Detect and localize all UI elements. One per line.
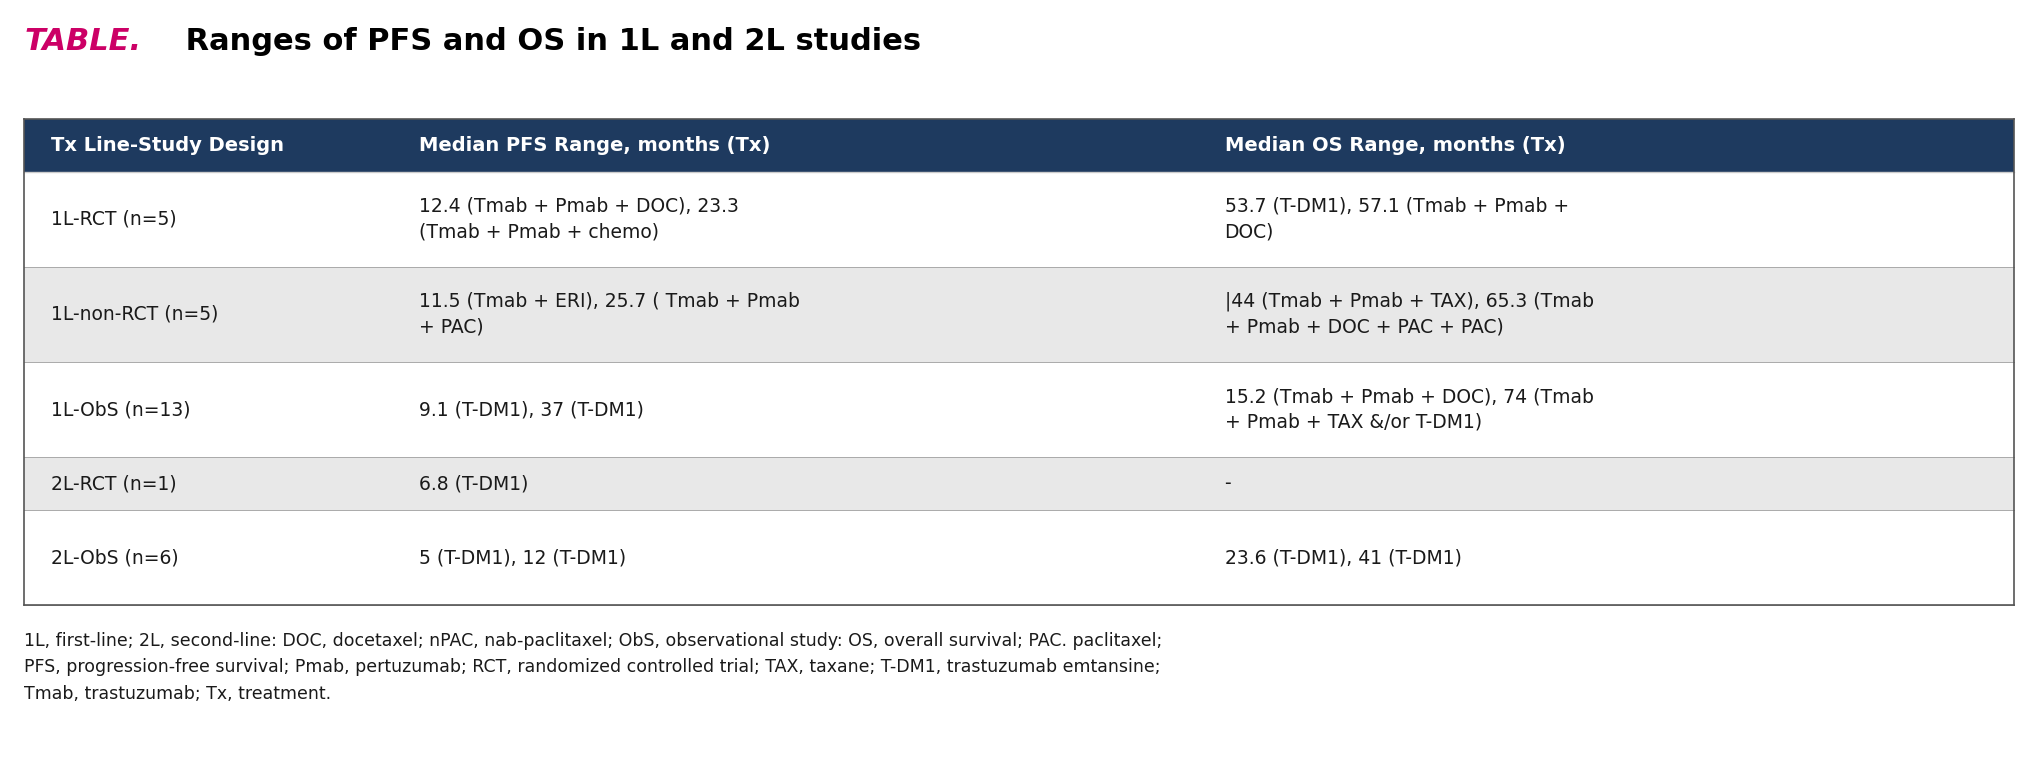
Bar: [1198, 362, 2014, 457]
Text: Median OS Range, months (Tx): Median OS Range, months (Tx): [1225, 136, 1565, 155]
Text: 15.2 (Tmab + Pmab + DOC), 74 (Tmab
+ Pmab + TAX &/or T-DM1): 15.2 (Tmab + Pmab + DOC), 74 (Tmab + Pma…: [1225, 387, 1594, 432]
Text: 1L, first-line; 2L, second-line: DOC, docetaxel; nPAC, nab-paclitaxel; ObS, obse: 1L, first-line; 2L, second-line: DOC, do…: [24, 632, 1164, 702]
Text: 2L-ObS (n=6): 2L-ObS (n=6): [51, 548, 179, 567]
Text: 23.6 (T-DM1), 41 (T-DM1): 23.6 (T-DM1), 41 (T-DM1): [1225, 548, 1461, 567]
Text: 1L-ObS (n=13): 1L-ObS (n=13): [51, 400, 190, 419]
Text: |44 (Tmab + Pmab + TAX), 65.3 (Tmab
+ Pmab + DOC + PAC + PAC): |44 (Tmab + Pmab + TAX), 65.3 (Tmab + Pm…: [1225, 292, 1594, 337]
Text: 1L-non-RCT (n=5): 1L-non-RCT (n=5): [51, 305, 218, 324]
Bar: [24, 510, 393, 605]
Text: 9.1 (T-DM1), 37 (T-DM1): 9.1 (T-DM1), 37 (T-DM1): [420, 400, 644, 419]
Text: 53.7 (T-DM1), 57.1 (Tmab + Pmab +
DOC): 53.7 (T-DM1), 57.1 (Tmab + Pmab + DOC): [1225, 197, 1569, 241]
Bar: [24, 119, 393, 172]
Text: 5 (T-DM1), 12 (T-DM1): 5 (T-DM1), 12 (T-DM1): [420, 548, 626, 567]
Bar: [24, 457, 393, 510]
Bar: [393, 457, 1198, 510]
Bar: [24, 362, 393, 457]
Bar: [1198, 457, 2014, 510]
Text: -: -: [1225, 474, 1231, 493]
Text: 12.4 (Tmab + Pmab + DOC), 23.3
(Tmab + Pmab + chemo): 12.4 (Tmab + Pmab + DOC), 23.3 (Tmab + P…: [420, 197, 740, 241]
Text: Ranges of PFS and OS in 1L and 2L studies: Ranges of PFS and OS in 1L and 2L studie…: [175, 27, 921, 56]
Bar: [393, 267, 1198, 362]
Bar: [1198, 510, 2014, 605]
Bar: [393, 362, 1198, 457]
Bar: [393, 119, 1198, 172]
Bar: [24, 172, 393, 267]
Bar: [1198, 267, 2014, 362]
Text: 6.8 (T-DM1): 6.8 (T-DM1): [420, 474, 528, 493]
Text: 2L-RCT (n=1): 2L-RCT (n=1): [51, 474, 177, 493]
Bar: [393, 510, 1198, 605]
Text: TABLE.: TABLE.: [24, 27, 141, 56]
Text: 1L-RCT (n=5): 1L-RCT (n=5): [51, 210, 177, 229]
Text: 11.5 (Tmab + ERI), 25.7 ( Tmab + Pmab
+ PAC): 11.5 (Tmab + ERI), 25.7 ( Tmab + Pmab + …: [420, 292, 799, 337]
Text: Tx Line-Study Design: Tx Line-Study Design: [51, 136, 283, 155]
Bar: [24, 267, 393, 362]
Bar: [1198, 119, 2014, 172]
Text: Median PFS Range, months (Tx): Median PFS Range, months (Tx): [420, 136, 770, 155]
Bar: [393, 172, 1198, 267]
Bar: [1198, 172, 2014, 267]
